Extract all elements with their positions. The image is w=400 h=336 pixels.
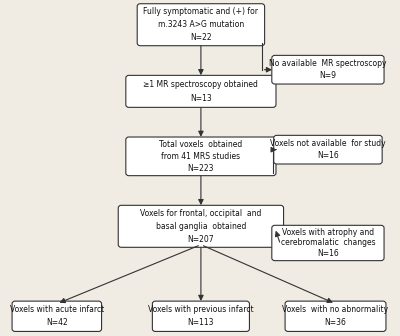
Text: ≥1 MR spectroscopy obtained: ≥1 MR spectroscopy obtained xyxy=(144,80,258,89)
Text: Voxels with atrophy and: Voxels with atrophy and xyxy=(282,228,374,237)
FancyBboxPatch shape xyxy=(118,205,284,247)
FancyBboxPatch shape xyxy=(126,137,276,176)
FancyBboxPatch shape xyxy=(274,135,382,164)
Text: m.3243 A>G mutation: m.3243 A>G mutation xyxy=(158,20,244,29)
FancyBboxPatch shape xyxy=(272,55,384,84)
Text: Voxels not available  for study: Voxels not available for study xyxy=(270,139,386,148)
Text: Voxels with previous infarct: Voxels with previous infarct xyxy=(148,305,254,314)
Text: N=207: N=207 xyxy=(188,235,214,244)
Text: basal ganglia  obtained: basal ganglia obtained xyxy=(156,222,246,231)
Text: N=16: N=16 xyxy=(317,249,339,258)
FancyBboxPatch shape xyxy=(126,75,276,108)
Text: N=9: N=9 xyxy=(320,71,336,80)
Text: Voxels  with no abnormality: Voxels with no abnormality xyxy=(282,305,388,314)
Text: N=22: N=22 xyxy=(190,33,212,42)
FancyBboxPatch shape xyxy=(137,4,265,46)
FancyBboxPatch shape xyxy=(272,225,384,261)
Text: Fully symptomatic and (+) for: Fully symptomatic and (+) for xyxy=(144,7,258,16)
FancyBboxPatch shape xyxy=(285,301,386,331)
Text: Voxels for frontal, occipital  and: Voxels for frontal, occipital and xyxy=(140,209,262,218)
FancyBboxPatch shape xyxy=(12,301,102,331)
Text: N=36: N=36 xyxy=(324,318,346,327)
Text: cerebromalatic  changes: cerebromalatic changes xyxy=(281,239,375,248)
Text: Voxels with acute infarct: Voxels with acute infarct xyxy=(10,305,104,314)
Text: N=113: N=113 xyxy=(188,318,214,327)
Text: Total voxels  obtained: Total voxels obtained xyxy=(159,140,242,149)
Text: N=13: N=13 xyxy=(190,94,212,103)
Text: N=16: N=16 xyxy=(317,151,339,160)
FancyBboxPatch shape xyxy=(152,301,250,331)
Text: N=223: N=223 xyxy=(188,164,214,172)
Text: No available  MR spectroscopy: No available MR spectroscopy xyxy=(269,59,387,68)
Text: N=42: N=42 xyxy=(46,318,68,327)
Text: from 41 MRS studies: from 41 MRS studies xyxy=(161,152,240,161)
